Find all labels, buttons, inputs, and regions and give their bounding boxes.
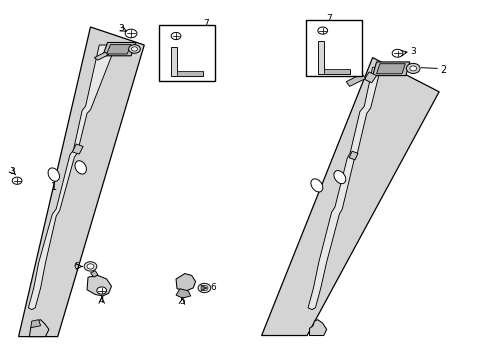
Polygon shape bbox=[348, 151, 357, 160]
Polygon shape bbox=[19, 27, 144, 337]
Circle shape bbox=[409, 66, 416, 71]
Polygon shape bbox=[307, 67, 380, 310]
Text: 2: 2 bbox=[439, 65, 445, 75]
Polygon shape bbox=[177, 71, 203, 76]
Polygon shape bbox=[171, 47, 203, 76]
Circle shape bbox=[171, 32, 181, 40]
Polygon shape bbox=[29, 320, 49, 337]
Polygon shape bbox=[31, 320, 41, 328]
Ellipse shape bbox=[310, 179, 322, 192]
Ellipse shape bbox=[333, 171, 345, 184]
Text: 3: 3 bbox=[118, 24, 124, 33]
Polygon shape bbox=[346, 74, 365, 86]
Ellipse shape bbox=[75, 161, 86, 174]
Polygon shape bbox=[176, 274, 195, 291]
Text: 1: 1 bbox=[51, 182, 57, 192]
Ellipse shape bbox=[48, 168, 60, 181]
Polygon shape bbox=[376, 64, 405, 74]
Polygon shape bbox=[364, 72, 376, 83]
Circle shape bbox=[391, 49, 402, 57]
Polygon shape bbox=[102, 42, 136, 56]
Polygon shape bbox=[372, 62, 409, 76]
Circle shape bbox=[12, 177, 22, 184]
Text: 3: 3 bbox=[409, 47, 415, 56]
Text: 7: 7 bbox=[203, 19, 209, 28]
Polygon shape bbox=[87, 275, 111, 296]
Circle shape bbox=[201, 285, 207, 291]
Polygon shape bbox=[28, 45, 115, 310]
Polygon shape bbox=[72, 144, 83, 154]
Text: 6: 6 bbox=[210, 284, 216, 292]
Polygon shape bbox=[261, 58, 438, 336]
Circle shape bbox=[125, 29, 137, 38]
Circle shape bbox=[84, 262, 97, 271]
Polygon shape bbox=[94, 52, 108, 60]
Polygon shape bbox=[323, 69, 349, 74]
Circle shape bbox=[87, 264, 94, 269]
Polygon shape bbox=[106, 45, 131, 54]
Text: 7: 7 bbox=[325, 14, 331, 23]
Polygon shape bbox=[309, 320, 326, 336]
Circle shape bbox=[128, 45, 140, 53]
Circle shape bbox=[406, 63, 419, 73]
FancyBboxPatch shape bbox=[159, 25, 215, 81]
Text: 4: 4 bbox=[99, 296, 104, 305]
FancyBboxPatch shape bbox=[305, 20, 361, 76]
Circle shape bbox=[198, 283, 210, 293]
Text: 3: 3 bbox=[9, 166, 15, 176]
Polygon shape bbox=[176, 289, 190, 298]
Circle shape bbox=[97, 287, 106, 294]
Circle shape bbox=[131, 47, 137, 51]
Polygon shape bbox=[90, 271, 98, 277]
Polygon shape bbox=[317, 41, 349, 74]
Text: 6: 6 bbox=[73, 262, 79, 271]
Text: 5: 5 bbox=[179, 297, 184, 306]
Circle shape bbox=[317, 27, 327, 34]
